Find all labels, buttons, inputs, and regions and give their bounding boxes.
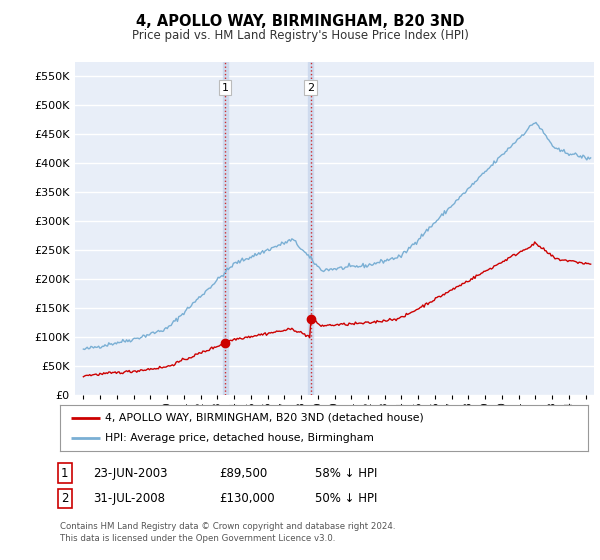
- Text: £130,000: £130,000: [219, 492, 275, 505]
- Text: 4, APOLLO WAY, BIRMINGHAM, B20 3ND: 4, APOLLO WAY, BIRMINGHAM, B20 3ND: [136, 14, 464, 29]
- Text: 50% ↓ HPI: 50% ↓ HPI: [315, 492, 377, 505]
- Text: 23-JUN-2003: 23-JUN-2003: [93, 466, 167, 480]
- Text: 31-JUL-2008: 31-JUL-2008: [93, 492, 165, 505]
- Text: 58% ↓ HPI: 58% ↓ HPI: [315, 466, 377, 480]
- Bar: [308, 62, 313, 395]
- Bar: [223, 62, 227, 395]
- Text: 2: 2: [61, 492, 68, 505]
- Text: 2: 2: [307, 83, 314, 92]
- Text: 4, APOLLO WAY, BIRMINGHAM, B20 3ND (detached house): 4, APOLLO WAY, BIRMINGHAM, B20 3ND (deta…: [105, 413, 424, 423]
- Text: Contains HM Land Registry data © Crown copyright and database right 2024.
This d: Contains HM Land Registry data © Crown c…: [60, 522, 395, 543]
- Text: HPI: Average price, detached house, Birmingham: HPI: Average price, detached house, Birm…: [105, 433, 374, 444]
- Text: 1: 1: [221, 83, 229, 92]
- Text: 1: 1: [61, 466, 68, 480]
- Text: Price paid vs. HM Land Registry's House Price Index (HPI): Price paid vs. HM Land Registry's House …: [131, 29, 469, 42]
- Text: £89,500: £89,500: [219, 466, 267, 480]
